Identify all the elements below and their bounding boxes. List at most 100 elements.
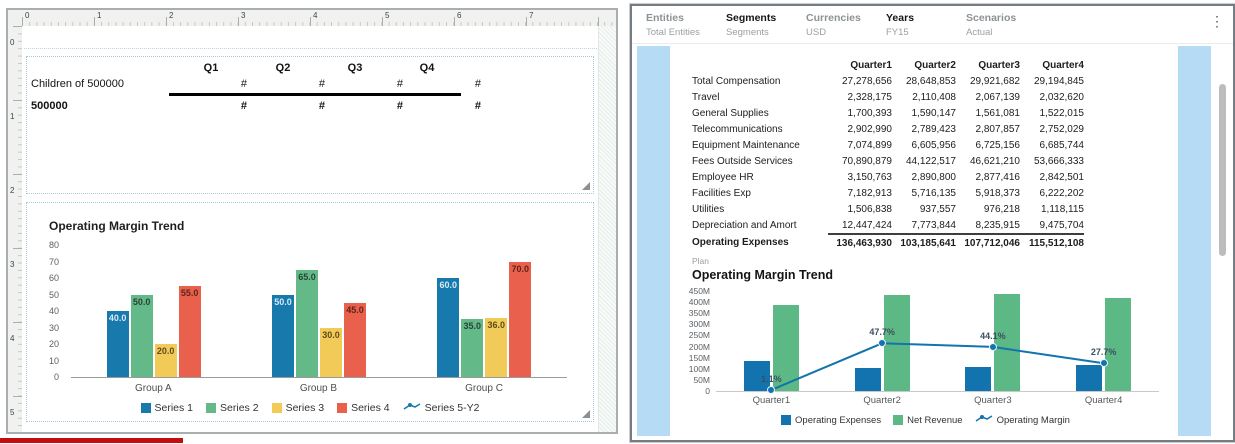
data-cell: 6,685,744 xyxy=(1039,139,1085,151)
ruler-origin xyxy=(8,10,23,27)
y-axis-tick: 100M xyxy=(688,363,710,374)
table-column-header: Quarter3 xyxy=(978,59,1020,71)
bar-value-label: 55.0 xyxy=(180,288,199,299)
legend-label: Operating Margin xyxy=(996,414,1070,426)
ruler-h-number: 2 xyxy=(169,11,174,20)
bar xyxy=(965,367,992,391)
y-axis-tick: 250M xyxy=(688,330,710,341)
pov-bar: ⋮ Entities Total Entities Segments Segments… xyxy=(632,6,1233,44)
y-axis-tick: 70 xyxy=(48,256,59,267)
pov-member-value: Total Entities xyxy=(646,27,700,38)
pov-member-value: Actual xyxy=(966,27,993,38)
table-row: Facilities Exp 7,182,913 5,716,135 5,918,37… xyxy=(692,185,1084,201)
y-axis-tick: 300M xyxy=(688,319,710,330)
data-cell: 107,712,046 xyxy=(956,233,1020,251)
kebab-menu-icon[interactable]: ⋮ xyxy=(1210,13,1224,29)
grid-data-cell: # xyxy=(474,100,481,112)
y-axis-tick: 450M xyxy=(688,286,710,296)
pov-dimension-label: Scenarios xyxy=(966,12,1017,24)
data-cell: 12,447,424 xyxy=(841,219,892,231)
grid-row[interactable]: Children of 500000 # # # # xyxy=(27,76,593,92)
bar: 70.0 xyxy=(509,261,532,377)
data-cell: 70,890,879 xyxy=(841,155,892,167)
resize-handle-icon[interactable] xyxy=(582,182,590,190)
pov-item-years[interactable]: Years FY15 xyxy=(886,12,914,38)
ruler-v-number: 2 xyxy=(10,186,15,195)
table-row: Travel 2,328,175 2,110,408 2,067,139 2,032,6… xyxy=(692,89,1084,105)
bar xyxy=(994,293,1021,391)
grid-row[interactable]: 500000 # # # # xyxy=(27,98,593,114)
table-column-header: Quarter1 xyxy=(850,59,892,71)
ruler-v-number: 3 xyxy=(10,260,15,269)
pov-item-entities[interactable]: Entities Total Entities xyxy=(646,12,700,38)
table-row: Telecommunications 2,902,990 2,789,423 2,80… xyxy=(692,121,1084,137)
line-point xyxy=(988,342,997,351)
pov-item-segments[interactable]: Segments Segments xyxy=(726,12,776,38)
line-value-label: 44.1% xyxy=(980,330,1006,341)
grid-column-header: Q4 xyxy=(419,62,435,74)
chart-object[interactable]: Operating Margin Trend 80 70 60 50 40 30 20 10 0… xyxy=(26,202,594,422)
legend-label: Operating Expenses xyxy=(795,414,882,426)
ruler-h-number: 0 xyxy=(25,11,30,20)
data-cell: 2,807,857 xyxy=(975,123,1021,135)
y-axis-tick: 0 xyxy=(705,385,710,396)
legend-label: Series 4 xyxy=(351,402,390,414)
data-cell: 2,032,620 xyxy=(1039,91,1085,103)
data-cell: 5,716,135 xyxy=(911,187,957,199)
data-cell: 53,666,333 xyxy=(1033,155,1084,167)
legend-item: Series 5-Y2 xyxy=(403,402,479,414)
data-cell: 103,185,641 xyxy=(892,233,956,251)
row-label-cell: Facilities Exp xyxy=(692,187,751,199)
data-cell: 3,150,763 xyxy=(847,171,893,183)
bar xyxy=(1105,297,1132,391)
ruler-h-number: 1 xyxy=(97,11,102,20)
row-label-cell: Employee HR xyxy=(692,171,754,183)
pov-item-scenarios[interactable]: Scenarios Actual xyxy=(966,12,1016,38)
data-cell: 2,842,501 xyxy=(1039,171,1085,183)
chart-title: Operating Margin Trend xyxy=(692,268,833,282)
y-axis-tick: 400M xyxy=(688,297,710,308)
y-axis-tick: 50 xyxy=(48,289,59,300)
pov-dimension-label: Segments xyxy=(726,12,777,24)
line-point xyxy=(767,385,776,394)
x-axis-label: Quarter2 xyxy=(863,395,901,406)
bar: 35.0 xyxy=(461,319,484,377)
table-row: Equipment Maintenance 7,074,899 6,605,956 6… xyxy=(692,137,1084,153)
data-cell: 136,463,930 xyxy=(828,233,892,251)
scrollbar-thumb[interactable] xyxy=(1219,84,1226,256)
grid-object[interactable]: Q1 Q2 Q3 Q4 Children of 500000 # # # # 500000 # # #… xyxy=(26,56,594,194)
data-cell: 27,278,656 xyxy=(841,75,892,87)
row-label-cell: Telecommunications xyxy=(692,123,783,135)
x-axis: Quarter1 Quarter2 Quarter3 Quarter4 xyxy=(716,395,1159,406)
design-canvas[interactable]: Q1 Q2 Q3 Q4 Children of 500000 # # # # 500000 # # #… xyxy=(22,26,616,432)
red-annotation xyxy=(0,438,183,443)
y-axis-tick: 150M xyxy=(688,352,710,363)
grid-total-divider xyxy=(169,93,461,96)
bar-group: 60.0 35.0 36.0 70.0 xyxy=(437,245,532,377)
y-axis-tick: 40 xyxy=(48,306,59,316)
bar: 65.0 xyxy=(295,269,318,377)
y-axis-tick: 50M xyxy=(693,374,710,385)
bar-value-label: 50.0 xyxy=(274,296,292,307)
legend-item: Series 3 xyxy=(271,402,324,414)
bar xyxy=(772,305,799,391)
resize-handle-icon[interactable] xyxy=(582,410,590,418)
plot-area: 450M 400M 350M 300M 250M 200M 150M 100M 50M 0 1.1… xyxy=(689,286,1159,396)
bar-group xyxy=(1076,291,1132,391)
bar-value-label: 35.0 xyxy=(463,321,482,332)
x-axis-label: Group A xyxy=(135,383,172,394)
report-page: Quarter1 Quarter2 Quarter3 Quarter4 Total Co… xyxy=(678,44,1173,440)
bar: 50.0 xyxy=(130,294,153,377)
legend-item: Series 4 xyxy=(337,402,390,414)
bar: 36.0 xyxy=(485,317,508,377)
grid-header-row: Q1 Q2 Q3 Q4 xyxy=(27,60,593,76)
table-row: Depreciation and Amort 12,447,424 7,773,84… xyxy=(692,217,1084,234)
data-cell: 2,877,416 xyxy=(975,171,1021,183)
report-preview-panel: ⋮ Entities Total Entities Segments Segments… xyxy=(630,4,1235,442)
margin-line-series xyxy=(716,291,1159,391)
pov-item-currencies[interactable]: Currencies USD xyxy=(806,12,861,38)
row-label-cell: Depreciation and Amort xyxy=(692,220,797,231)
bar-value-label: 60.0 xyxy=(439,280,458,290)
line-point xyxy=(878,339,887,348)
grid-row-label: Children of 500000 xyxy=(31,78,124,90)
